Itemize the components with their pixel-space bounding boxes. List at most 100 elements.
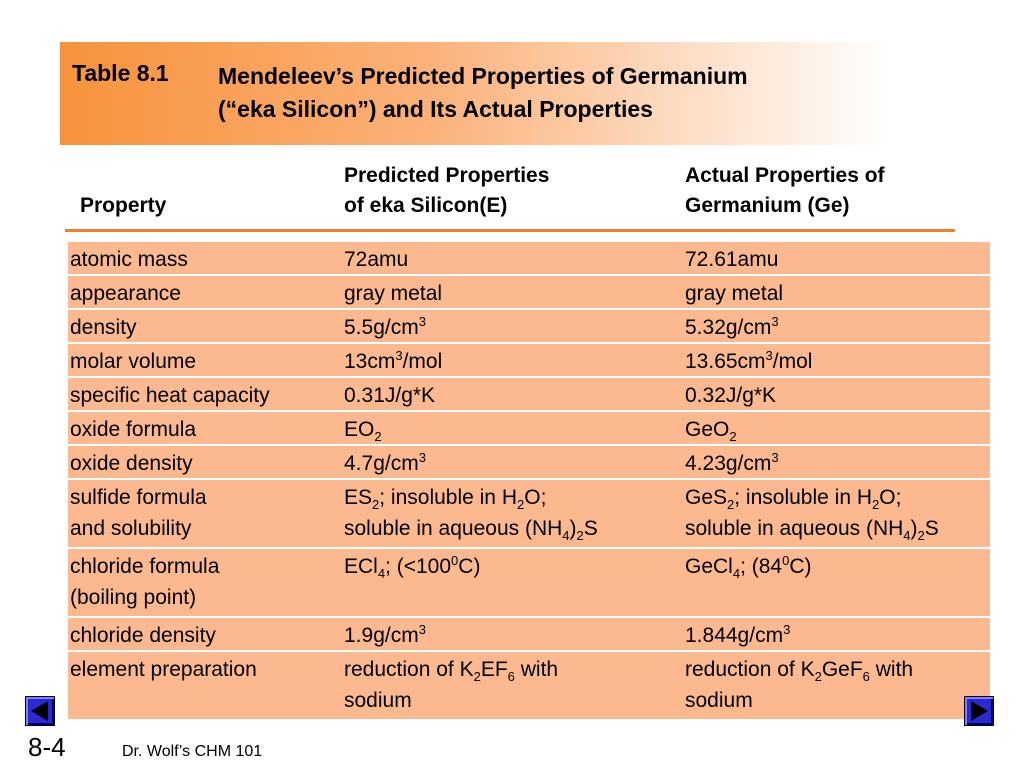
cell-text: ) [569, 517, 577, 540]
course-name: Dr. Wolf’s CHM 101 [122, 743, 263, 760]
column-header: Predicted Properties of eka Silicon(E) [344, 161, 549, 221]
cell-line: GeCl4; (840C) [685, 551, 812, 582]
table-cell: 0.31J/g*K [344, 380, 435, 411]
cell-text: 13cm [344, 350, 396, 373]
cell-text: 0.31J/g*K [344, 384, 436, 407]
table-cell: GeO2 [685, 414, 737, 445]
cell-line: (boiling point) [70, 582, 219, 613]
cell-text: 5.32g/cm [685, 316, 772, 339]
table-cell: molar volume [70, 346, 196, 377]
cell-text: chloride density [70, 624, 216, 647]
cell-text: appearance [70, 282, 181, 305]
cell-text: ; (<100 [385, 555, 452, 578]
cell-text: 4.23g/cm [685, 452, 772, 475]
table-row: oxide formula EO2 GeO2 [68, 412, 990, 444]
cell-text: sulfide formula [70, 486, 207, 509]
cell-text: 4.7g/cm [344, 452, 419, 475]
cell-text: soluble in aqueous (NH [344, 517, 563, 540]
table-cell: atomic mass [70, 244, 188, 275]
table-cell: 72.61amu [685, 244, 778, 275]
cell-text: GeS [685, 486, 728, 509]
subscript: 2 [473, 669, 481, 685]
cell-text: with [514, 658, 559, 681]
superscript: 3 [771, 314, 779, 329]
table-cell: 13.65cm3/mol [685, 346, 812, 377]
cell-text: S [583, 517, 598, 540]
cell-text: reduction of K [685, 658, 815, 681]
table-cell: chloride formula (boiling point) [70, 551, 219, 613]
subscript: 6 [507, 669, 515, 685]
cell-line: element preparation [70, 654, 257, 685]
cell-line: GeS2; insoluble in H2O; [685, 482, 939, 513]
cell-line: 5.32g/cm3 [685, 312, 779, 343]
cell-line: density [70, 312, 137, 343]
table-cell: EO2 [344, 414, 382, 445]
table-title: Mendeleev’s Predicted Properties of Germ… [218, 60, 748, 126]
table-row: specific heat capacity 0.31J/g*K 0.32J/g*K [68, 378, 990, 410]
table-cell: 0.32J/g*K [685, 380, 776, 411]
cell-line: EO2 [344, 414, 382, 445]
cell-text: EF [480, 658, 508, 681]
cell-line: 1.9g/cm3 [344, 620, 426, 651]
cell-line: chloride density [70, 620, 216, 651]
table-cell: sulfide formula and solubility [70, 482, 207, 544]
cell-line: 13.65cm3/mol [685, 346, 812, 377]
superscript: 3 [418, 622, 426, 637]
cell-line: soluble in aqueous (NH4)2S [685, 513, 939, 544]
cell-text: ECl [344, 555, 378, 578]
table-cell: ECl4; (<1000C) [344, 551, 480, 582]
title-box [60, 42, 890, 145]
cell-line: atomic mass [70, 244, 188, 275]
cell-line: ES2; insoluble in H2O; [344, 482, 598, 513]
superscript: 3 [418, 314, 426, 329]
next-button[interactable] [964, 696, 994, 726]
cell-line: appearance [70, 278, 181, 309]
header-line: of eka Silicon(E) [344, 194, 508, 217]
cell-line: 0.31J/g*K [344, 380, 435, 411]
cell-text: soluble in aqueous (NH [685, 517, 904, 540]
table-cell: GeCl4; (840C) [685, 551, 812, 582]
cell-line: gray metal [344, 278, 442, 309]
cell-line: sodium [685, 685, 913, 716]
superscript: 3 [783, 622, 791, 637]
cell-text: 0.32J/g*K [685, 384, 777, 407]
table-cell: reduction of K2GeF6 with sodium [685, 654, 913, 716]
cell-text: O; [879, 486, 902, 509]
table-cell: chloride density [70, 620, 216, 651]
table-row: molar volume 13cm3/mol 13.65cm3/mol [68, 344, 990, 376]
cell-text: C) [789, 555, 812, 578]
cell-line: and solubility [70, 513, 207, 544]
table-body: atomic mass 72amu 72.61amu appearance gray m… [68, 242, 990, 721]
table-row: atomic mass 72amu 72.61amu [68, 242, 990, 274]
prev-button[interactable] [25, 696, 55, 726]
table-cell: 13cm3/mol [344, 346, 442, 377]
subscript: 2 [576, 528, 584, 544]
table-cell: oxide formula [70, 414, 196, 445]
subscript: 2 [917, 528, 925, 544]
cell-text: GeCl [685, 555, 733, 578]
cell-text: GeO [685, 418, 730, 441]
cell-text: ; (84 [740, 555, 783, 578]
cell-line: sulfide formula [70, 482, 207, 513]
header-line: Property [80, 194, 167, 217]
cell-text: ES [344, 486, 373, 509]
cell-text: S [924, 517, 939, 540]
cell-line: ECl4; (<1000C) [344, 551, 480, 582]
cell-line: GeO2 [685, 414, 737, 445]
cell-text: molar volume [70, 350, 197, 373]
cell-text: EO [344, 418, 375, 441]
subscript: 2 [872, 497, 880, 513]
cell-text: GeF [821, 658, 863, 681]
cell-text: with [869, 658, 914, 681]
subscript: 4 [732, 566, 741, 582]
table-cell: reduction of K2EF6 with sodium [344, 654, 558, 716]
table-cell: ES2; insoluble in H2O; soluble in aqueous… [344, 482, 598, 544]
cell-text: reduction of K [344, 658, 474, 681]
cell-line: 4.7g/cm3 [344, 448, 426, 479]
cell-text: and solubility [70, 517, 192, 540]
table-row: density 5.5g/cm3 5.32g/cm3 [68, 310, 990, 342]
cell-line: 0.32J/g*K [685, 380, 776, 411]
table-cell: 5.32g/cm3 [685, 312, 779, 343]
cell-text: oxide density [70, 452, 193, 475]
cell-line: reduction of K2GeF6 with [685, 654, 913, 685]
